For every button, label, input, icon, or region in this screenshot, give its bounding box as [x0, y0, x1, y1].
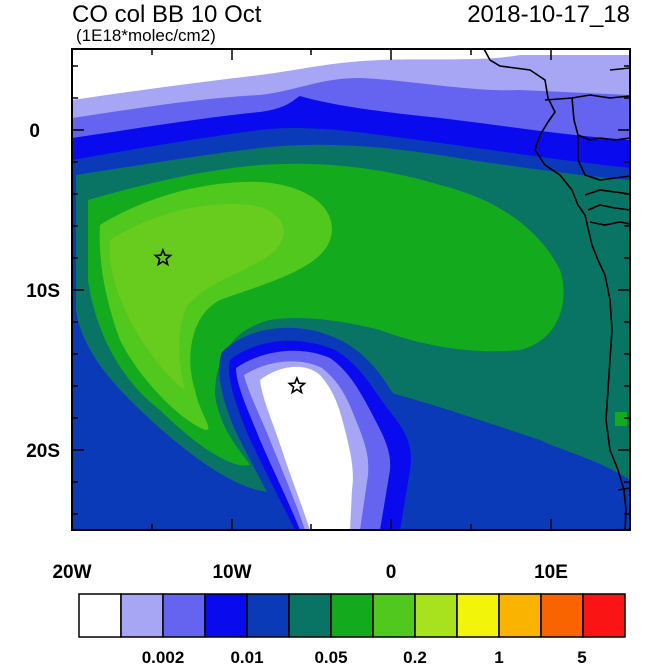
valid-time: 2018-10-17_18	[467, 1, 630, 28]
coastline	[483, 49, 630, 530]
colorbar-label-1: 0.01	[230, 648, 264, 667]
colorbar-swatch-5	[288, 593, 332, 638]
colorbar-swatch-6	[330, 593, 374, 638]
colorbar-swatch-3	[204, 593, 248, 638]
colorbar-swatch-2	[162, 593, 206, 638]
axis-ticks	[71, 49, 630, 530]
colorbar-label-4: 1	[494, 648, 504, 667]
map-title: CO col BB 10 Oct	[72, 1, 262, 28]
x-tick-label-2: 0	[386, 562, 397, 583]
y-tick-label-1: 10S	[26, 281, 60, 302]
colorbar-swatch-12	[582, 593, 626, 638]
y-tick-label-0: 0	[29, 121, 40, 142]
star-marker-west	[153, 247, 173, 267]
map-units: (1E18*molec/cm2)	[76, 26, 216, 45]
colorbar-swatch-4	[246, 593, 290, 638]
colorbar-swatch-7	[372, 593, 416, 638]
x-tick-label-3: 10E	[534, 562, 568, 583]
colorbar-swatch-1	[120, 593, 164, 638]
colorbar-label-5: 5	[577, 648, 587, 667]
co-field	[72, 49, 630, 530]
x-tick-label-1: 10W	[212, 562, 251, 583]
colorbar-swatch-11	[540, 593, 584, 638]
x-tick-label-0: 20W	[52, 562, 91, 583]
colorbar-label-2: 0.05	[314, 648, 348, 667]
colorbar-swatch-8	[414, 593, 458, 638]
colorbar-label-3: 0.2	[403, 648, 427, 667]
star-marker-south	[287, 375, 307, 395]
colorbar-swatch-10	[498, 593, 542, 638]
colorbar-label-0: 0.002	[141, 648, 185, 667]
y-tick-label-2: 20S	[26, 441, 60, 462]
colorbar-swatch-9	[456, 593, 500, 638]
markers	[153, 247, 307, 395]
colorbar	[78, 593, 626, 638]
colorbar-swatch-0	[78, 593, 122, 638]
